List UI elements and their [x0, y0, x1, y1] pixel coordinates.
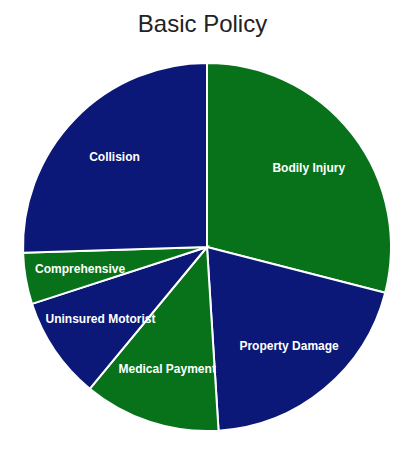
- html-text:Basic Policy: Basic Policy: [137, 10, 268, 37]
- svg-text:Uninsured Motorist: Uninsured Motorist: [45, 312, 155, 326]
- svg-text:Medical Payment: Medical Payment: [119, 362, 216, 376]
- svg-text:Collision: Collision: [89, 150, 140, 164]
- svg-text:Bodily Injury: Bodily Injury: [272, 161, 345, 175]
- svg-text:Property Damage: Property Damage: [239, 339, 339, 353]
- svg-text:Comprehensive: Comprehensive: [35, 262, 125, 276]
